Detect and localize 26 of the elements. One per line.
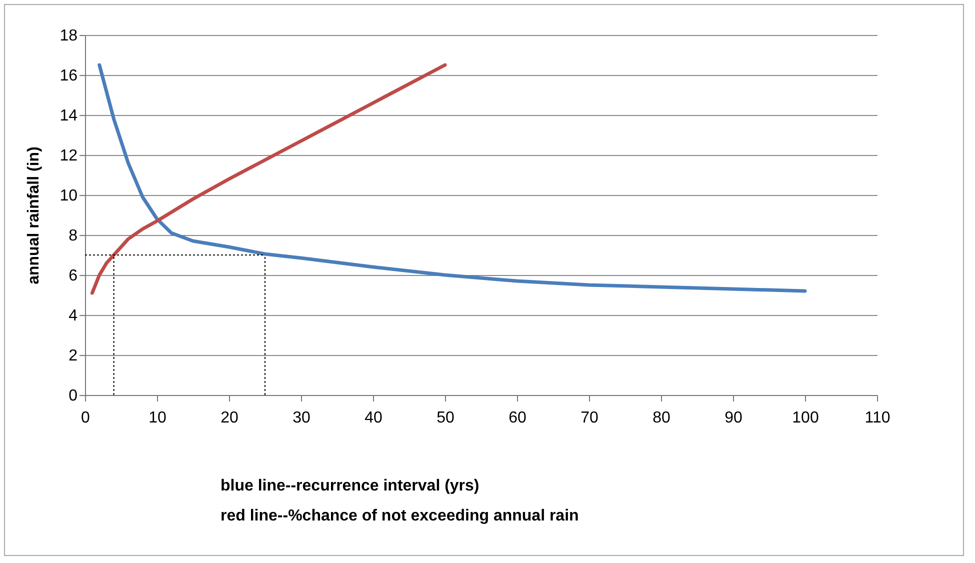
y-axis-title: annual rainfall (in) <box>26 146 43 284</box>
y-tick-label: 12 <box>60 148 78 164</box>
x-tick-label: 30 <box>292 410 310 426</box>
y-tick-label: 4 <box>68 308 78 324</box>
y-tick-label: 2 <box>68 348 78 364</box>
x-tick-label: 20 <box>220 410 238 426</box>
y-tick-label: 8 <box>68 228 78 244</box>
x-tick-label: 110 <box>864 410 890 426</box>
x-tick-label: 60 <box>508 410 526 426</box>
x-tick-label: 70 <box>580 410 598 426</box>
x-tick-label: 50 <box>436 410 454 426</box>
x-tick-label: 40 <box>364 410 382 426</box>
y-tick-label: 10 <box>60 188 78 204</box>
y-tick-label: 14 <box>60 108 78 124</box>
y-tick-label: 18 <box>60 28 78 44</box>
x-axis-title: blue line--recurrence interval (yrs) red line--%chance of not exceeding annual rain <box>220 478 579 524</box>
y-tick-label: 16 <box>60 68 78 84</box>
y-tick-label: 0 <box>68 388 78 404</box>
line-series <box>98 63 807 293</box>
x-tick-label: 80 <box>652 410 670 426</box>
line-series <box>90 63 447 295</box>
y-tick-label: 6 <box>68 268 78 284</box>
x-tick-label: 0 <box>81 410 90 426</box>
x-tick-label: 90 <box>724 410 742 426</box>
x-tick-label: 100 <box>792 410 819 426</box>
x-tick-label: 10 <box>148 410 166 426</box>
